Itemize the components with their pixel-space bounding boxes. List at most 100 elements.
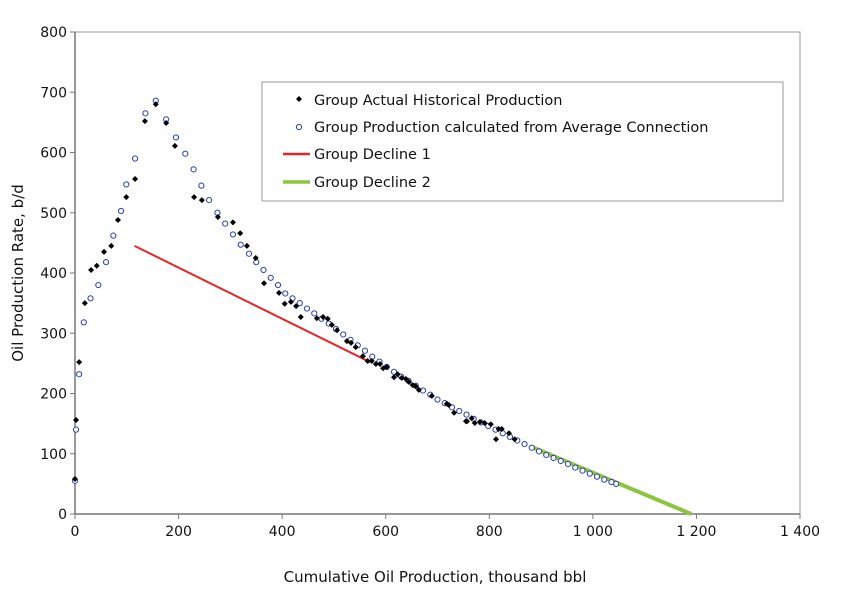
calculated-point [123, 181, 130, 188]
calculated-point [550, 454, 557, 462]
actual-point [498, 426, 505, 433]
calculated-point [117, 207, 125, 215]
calculated-point [95, 281, 102, 289]
legend-calculated-marker [295, 123, 303, 131]
calculated-point [131, 155, 139, 162]
x-tick-label: 200 [165, 524, 192, 540]
actual-point [81, 300, 88, 307]
actual-point [505, 430, 512, 437]
y-tick-label: 500 [40, 206, 67, 222]
calculated-point [198, 182, 205, 189]
actual-point [406, 379, 413, 386]
calculated-point [80, 319, 87, 326]
calculated-point [87, 295, 94, 302]
calculated-point [528, 444, 535, 451]
actual-point [394, 371, 401, 378]
actual-point [359, 353, 366, 360]
legend-actual-label: Group Actual Historical Production [314, 93, 562, 109]
actual-point [141, 118, 148, 125]
actual-point [412, 383, 419, 390]
actual-point [281, 300, 288, 307]
decline-1-line [134, 244, 371, 364]
actual-point [252, 254, 259, 261]
actual-point [93, 262, 100, 269]
calculated-point [303, 305, 311, 312]
calculated-point [110, 232, 117, 239]
actual-point [108, 242, 115, 249]
calculated-point [72, 426, 80, 433]
calculated-point [260, 266, 267, 274]
actual-point [372, 360, 379, 367]
actual-point [334, 327, 341, 334]
x-tick-label: 0 [71, 524, 80, 540]
calculated-point [142, 110, 149, 117]
x-axis-label: Cumulative Oil Production, thousand bbl [284, 568, 587, 586]
calculated-point [361, 347, 369, 354]
y-tick-label: 800 [40, 25, 67, 41]
actual-point [320, 313, 327, 320]
actual-point [391, 374, 397, 381]
y-tick-label: 400 [40, 266, 67, 282]
calculated-point [206, 196, 213, 204]
actual-point [293, 303, 300, 310]
actual-point [229, 219, 236, 226]
actual-point [152, 101, 159, 108]
actual-point [428, 392, 435, 399]
actual-point [163, 119, 170, 126]
y-tick-label: 700 [40, 85, 67, 101]
x-tick-label: 1 000 [573, 524, 613, 540]
actual-point [313, 315, 320, 322]
calculated-point [296, 300, 303, 307]
actual-point [276, 289, 283, 296]
calculated-point [572, 464, 579, 471]
calculated-point [102, 259, 110, 266]
calculated-point [229, 231, 237, 238]
legend-actual-marker [296, 96, 302, 102]
calculated-point [564, 460, 572, 468]
actual-point [383, 363, 390, 370]
calculated-point [190, 166, 197, 173]
legend-decline1-label: Group Decline 1 [314, 147, 431, 163]
x-tick-label: 1 400 [780, 524, 820, 540]
actual-point [237, 230, 244, 237]
calculated-point [579, 467, 586, 474]
calculated-point [172, 134, 180, 141]
actual-point [495, 426, 502, 433]
actual-point [101, 248, 107, 255]
actual-point [415, 386, 422, 393]
actual-point [464, 418, 471, 425]
x-tick-label: 1 200 [676, 524, 716, 540]
calculated-point [463, 411, 470, 418]
actual-point [123, 194, 130, 201]
calculated-point [586, 470, 593, 477]
legend-decline2-label: Group Decline 2 [314, 175, 431, 191]
calculated-point [456, 407, 463, 415]
actual-point [352, 344, 359, 351]
actual-point [114, 216, 121, 223]
actual-point [468, 415, 475, 422]
y-axis-label: Oil Production Rate, b/d [9, 184, 27, 362]
actual-point [261, 280, 268, 287]
actual-point [377, 360, 384, 367]
calculated-point [76, 371, 83, 378]
actual-point [324, 315, 331, 322]
y-tick-label: 300 [40, 326, 67, 342]
calculated-point [237, 241, 244, 248]
actual-point [348, 339, 355, 346]
actual-point [487, 421, 494, 428]
actual-point [297, 313, 304, 320]
actual-point [214, 213, 221, 220]
actual-point [88, 266, 95, 273]
actual-point [287, 298, 294, 305]
calculated-point [535, 448, 543, 455]
x-tick-label: 600 [372, 524, 399, 540]
actual-point [451, 409, 458, 416]
calculated-point [557, 457, 564, 465]
calculated-point [182, 150, 189, 157]
actual-point [328, 321, 335, 328]
actual-point [471, 420, 478, 427]
actual-point [243, 242, 250, 249]
y-tick-label: 100 [40, 447, 67, 463]
actual-point [476, 418, 483, 425]
